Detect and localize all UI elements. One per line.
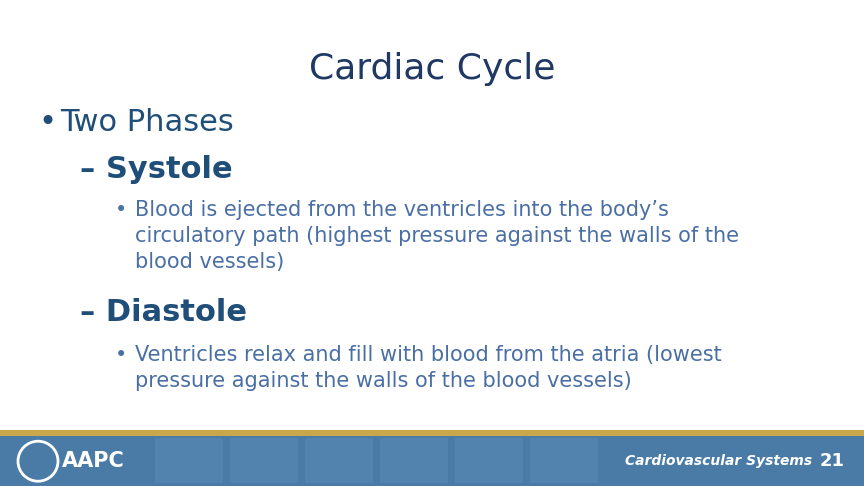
Text: AAPC: AAPC (62, 451, 124, 471)
Text: •: • (115, 200, 127, 220)
FancyBboxPatch shape (230, 438, 298, 483)
FancyBboxPatch shape (155, 438, 223, 483)
FancyBboxPatch shape (0, 430, 864, 436)
Text: Ventricles relax and fill with blood from the atria (lowest: Ventricles relax and fill with blood fro… (135, 345, 721, 365)
Text: Blood is ejected from the ventricles into the body’s: Blood is ejected from the ventricles int… (135, 200, 669, 220)
Text: •: • (38, 108, 56, 137)
Text: – Systole: – Systole (80, 155, 232, 184)
Text: 21: 21 (820, 452, 845, 470)
Text: blood vessels): blood vessels) (135, 252, 284, 272)
Text: •: • (115, 345, 127, 365)
Text: Cardiovascular Systems: Cardiovascular Systems (625, 454, 812, 468)
Text: Two Phases: Two Phases (60, 108, 234, 137)
FancyBboxPatch shape (455, 438, 523, 483)
FancyBboxPatch shape (380, 438, 448, 483)
Text: circulatory path (highest pressure against the walls of the: circulatory path (highest pressure again… (135, 226, 739, 246)
Text: pressure against the walls of the blood vessels): pressure against the walls of the blood … (135, 371, 632, 391)
Text: Cardiac Cycle: Cardiac Cycle (308, 52, 556, 86)
FancyBboxPatch shape (530, 438, 598, 483)
Text: – Diastole: – Diastole (80, 298, 247, 327)
FancyBboxPatch shape (0, 436, 864, 486)
FancyBboxPatch shape (305, 438, 373, 483)
